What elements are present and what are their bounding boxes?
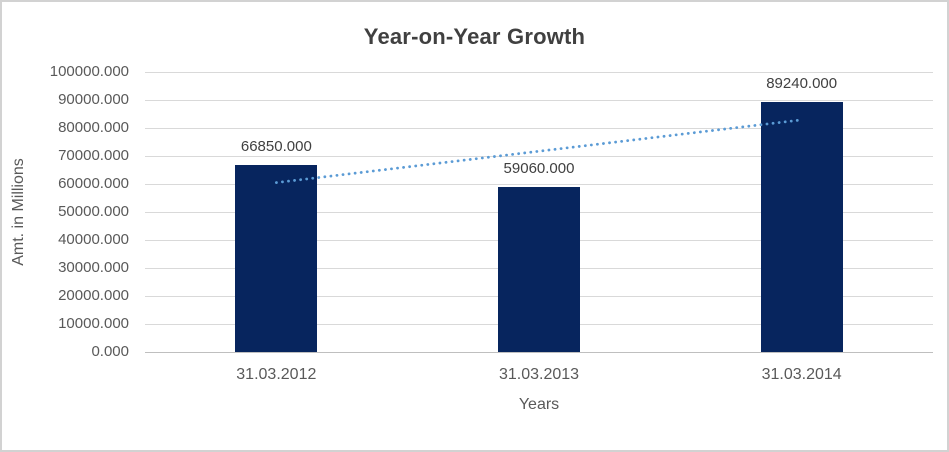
x-category-label: 31.03.2014	[761, 366, 842, 383]
data-label: 59060.000	[503, 159, 575, 177]
x-category-label: 31.03.2013	[498, 366, 580, 383]
y-tick-label: 40000.000	[58, 231, 129, 248]
gridline	[145, 184, 933, 185]
bar-31.03.2014	[760, 102, 843, 352]
y-tick-label: 80000.000	[58, 119, 129, 136]
bar-31.03.2013	[498, 186, 580, 352]
y-tick-label: 60000.000	[58, 175, 129, 192]
y-tick-label: 30000.000	[58, 259, 129, 276]
gridline	[145, 352, 933, 353]
gridline	[145, 156, 933, 157]
data-label: 66850.000	[240, 137, 312, 155]
y-tick-label: 50000.000	[58, 203, 129, 220]
y-tick-label: 70000.000	[58, 147, 129, 164]
trendline	[274, 118, 804, 184]
plot-area	[145, 72, 933, 353]
gridline	[145, 100, 933, 101]
y-tick-label: 100000.000	[49, 63, 129, 80]
y-tick-label: 10000.000	[58, 315, 129, 332]
y-tick-label: 90000.000	[58, 91, 129, 108]
gridline	[145, 72, 933, 73]
y-tick-label: 20000.000	[58, 287, 129, 304]
chart-title: Year-on-Year Growth	[363, 24, 586, 49]
y-tick-label: 0.000	[91, 343, 129, 360]
gridline	[145, 128, 933, 129]
data-label: 89240.000	[766, 75, 838, 93]
x-axis-title: Years	[518, 396, 560, 413]
x-category-label: 31.03.2012	[236, 366, 317, 383]
bar-31.03.2012	[235, 164, 318, 352]
